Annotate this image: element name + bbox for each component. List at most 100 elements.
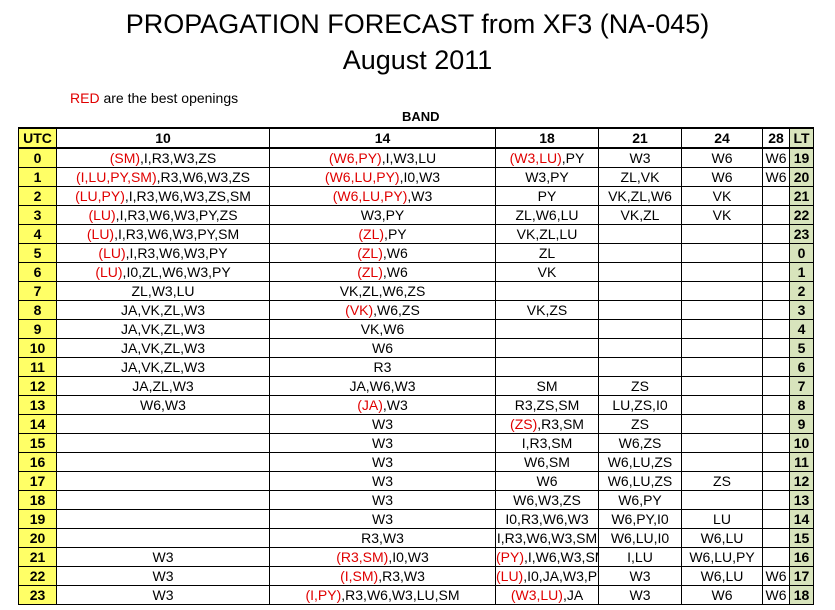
lt-cell: 7: [789, 376, 814, 396]
band-24-cell: [681, 414, 763, 434]
band-14-cell: (R3,SM),I0,W3: [269, 547, 496, 567]
band-24-cell: [681, 490, 763, 510]
utc-cell: 0: [18, 147, 57, 168]
band-21-cell: [598, 262, 682, 282]
table-row: 8 JA,VK,ZL,W3 (VK),W6,ZS VK,ZS 3: [18, 300, 814, 320]
band-21-cell: [598, 281, 682, 301]
lt-cell: 13: [789, 490, 814, 510]
table-row: 14 W3 (ZS),R3,SM ZS 9: [18, 414, 814, 434]
band-24-cell: LU: [681, 509, 763, 529]
opening-text: PY: [537, 187, 557, 204]
band-14-cell: (W6,PY),I,W3,LU: [269, 147, 496, 168]
header-band-14: 14: [269, 127, 496, 149]
opening-text: I0,JA,W3,PY: [527, 567, 598, 584]
band-10-cell: (SM),I,R3,W3,ZS: [56, 147, 270, 168]
band-21-cell: [598, 300, 682, 320]
band-21-cell: [598, 357, 682, 377]
band-21-cell: W6,ZS: [598, 433, 682, 453]
band-18-cell: I,R3,SM: [495, 433, 599, 453]
band-18-cell: ZL: [495, 243, 599, 263]
band-14-cell: VK,W6: [269, 319, 496, 339]
opening-text: W3: [372, 510, 393, 527]
band-28-cell: W6: [762, 147, 790, 168]
band-21-cell: [598, 319, 682, 339]
band-18-cell: PY: [495, 186, 599, 206]
utc-cell: 9: [18, 319, 57, 339]
band-14-cell: W3: [269, 414, 496, 434]
table-row: 7 ZL,W3,LU VK,ZL,W6,ZS 2: [18, 281, 814, 301]
band-24-cell: [681, 376, 763, 396]
band-28-cell: [762, 471, 790, 491]
band-10-cell: [56, 509, 270, 529]
best-opening-text: (ZL): [358, 225, 385, 242]
lt-cell: 12: [789, 471, 814, 491]
utc-cell: 7: [18, 281, 57, 301]
band-14-cell: (ZL),W6: [269, 262, 496, 282]
band-10-cell: JA,VK,ZL,W3: [56, 319, 270, 339]
table-row: 23 W3 (I,PY),R3,W6,W3,LU,SM (W3,LU),JA W3 W6 W…: [18, 585, 814, 605]
band-24-cell: W6: [681, 585, 763, 605]
band-14-cell: (VK),W6,ZS: [269, 300, 496, 320]
table-row: 4 (LU),I,R3,W6,W3,PY,SM (ZL),PY VK,ZL,LU 23: [18, 224, 814, 244]
utc-cell: 15: [18, 433, 57, 453]
band-28-cell: W6: [762, 167, 790, 187]
band-18-cell: (W3,LU),PY: [495, 147, 599, 168]
band-10-cell: JA,VK,ZL,W3: [56, 357, 270, 377]
band-10-cell: (LU),I0,ZL,W6,W3,PY: [56, 262, 270, 282]
band-28-cell: [762, 319, 790, 339]
band-28-cell: [762, 300, 790, 320]
opening-text: R3,SM: [541, 415, 584, 432]
band-14-cell: R3: [269, 357, 496, 377]
opening-text: R3,W3: [382, 567, 425, 584]
band-24-cell: W6: [681, 147, 763, 168]
band-24-cell: [681, 395, 763, 415]
band-28-cell: [762, 509, 790, 529]
opening-text: W3: [372, 415, 393, 432]
table-row: 20 R3,W3 I,R3,W6,W3,SM W6,LU,I0 W6,LU 15: [18, 528, 814, 548]
header-band-24: 24: [681, 127, 763, 149]
band-14-cell: W3: [269, 433, 496, 453]
utc-cell: 23: [18, 585, 57, 605]
best-opening-text: (LU): [86, 225, 115, 242]
table-row: 13 W6,W3 (JA),W3 R3,ZS,SM LU,ZS,I0 8: [18, 395, 814, 415]
lt-cell: 15: [789, 528, 814, 548]
band-18-cell: SM: [495, 376, 599, 396]
band-21-cell: ZL,VK: [598, 167, 682, 187]
band-label: BAND: [402, 109, 440, 124]
legend-note-text: are the best openings: [99, 90, 239, 106]
utc-cell: 11: [18, 357, 57, 377]
band-21-cell: [598, 243, 682, 263]
band-18-cell: W6,W3,ZS: [495, 490, 599, 510]
opening-text: I0,W3: [392, 548, 429, 565]
band-10-cell: (LU),I,R3,W6,W3,PY: [56, 243, 270, 263]
utc-cell: 12: [18, 376, 57, 396]
table-row: 12 JA,ZL,W3 JA,W6,W3 SM ZS 7: [18, 376, 814, 396]
band-18-cell: (LU),I0,JA,W3,PY: [495, 566, 599, 586]
opening-text: I,R3,W6,W3,ZS,SM: [128, 187, 251, 204]
band-10-cell: (LU),I,R3,W6,W3,PY,SM: [56, 224, 270, 244]
opening-text: SM: [536, 377, 558, 394]
lt-cell: 20: [789, 167, 814, 187]
band-14-cell: W3: [269, 471, 496, 491]
header-lt: LT: [789, 127, 814, 149]
band-10-cell: (LU,PY),I,R3,W6,W3,ZS,SM: [56, 186, 270, 206]
opening-text: W3: [411, 187, 433, 204]
band-14-cell: W3,PY: [269, 205, 496, 225]
band-28-cell: [762, 395, 790, 415]
band-10-cell: W6,W3: [56, 395, 270, 415]
opening-text: W6,SM: [524, 453, 570, 470]
best-opening-text: (W6,PY): [328, 149, 382, 166]
band-18-cell: R3,ZS,SM: [495, 395, 599, 415]
best-opening-text: (LU): [496, 567, 524, 584]
lt-cell: 6: [789, 357, 814, 377]
utc-cell: 20: [18, 528, 57, 548]
band-21-cell: [598, 224, 682, 244]
opening-text: W6: [386, 244, 408, 261]
utc-cell: 2: [18, 186, 57, 206]
opening-text: I,R3,W6,W3,PY,ZS: [119, 206, 238, 223]
band-18-cell: [495, 319, 599, 339]
opening-text: I,R3,W3,ZS: [143, 149, 217, 166]
band-14-cell: W3: [269, 490, 496, 510]
utc-cell: 4: [18, 224, 57, 244]
band-14-cell: (W6,LU,PY),W3: [269, 186, 496, 206]
